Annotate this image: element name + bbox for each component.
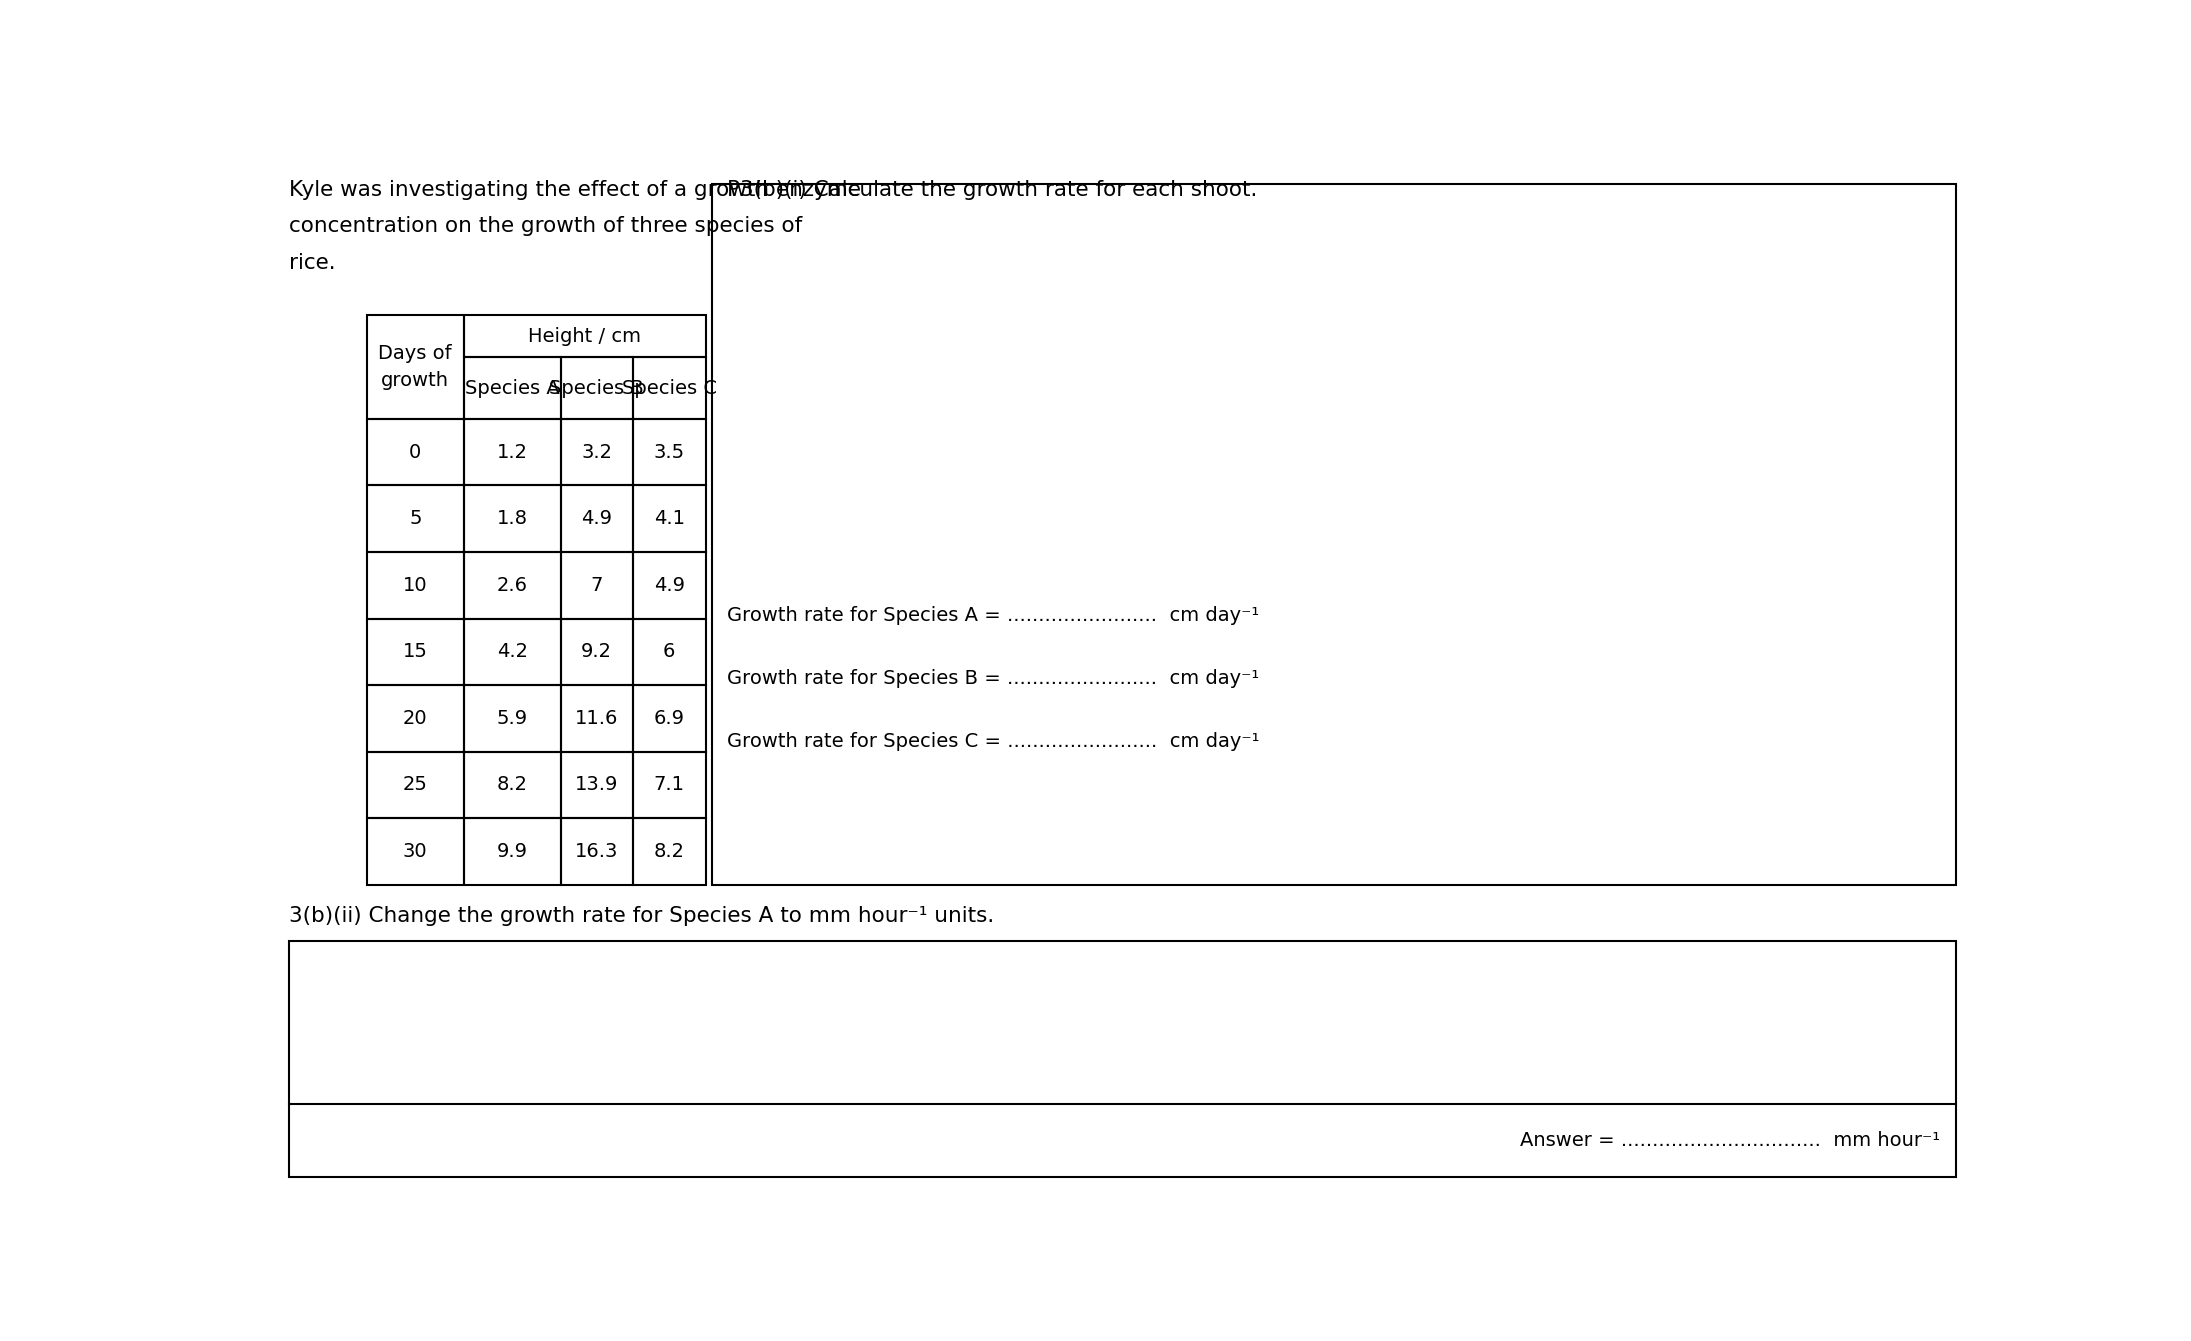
- Text: 5: 5: [410, 510, 421, 528]
- Text: Kyle was investigating the effect of a growth enzyme: Kyle was investigating the effect of a g…: [289, 180, 861, 200]
- Text: concentration on the growth of three species of: concentration on the growth of three spe…: [289, 216, 802, 236]
- Text: Species B: Species B: [550, 378, 644, 397]
- Bar: [561, 552, 633, 618]
- Text: 6.9: 6.9: [653, 709, 684, 728]
- Bar: [289, 941, 1957, 1177]
- Text: 9.2: 9.2: [581, 642, 611, 661]
- Bar: [366, 818, 464, 885]
- Text: Answer = ................................  mm hour⁻¹: Answer = ...............................…: [1521, 1132, 1939, 1151]
- Text: 16.3: 16.3: [574, 842, 618, 861]
- Bar: [561, 485, 633, 552]
- Text: Growth rate for Species B = ........................  cm day⁻¹: Growth rate for Species B = ............…: [727, 669, 1260, 688]
- Text: Species C: Species C: [622, 378, 716, 397]
- Text: 3(b)(ii) Change the growth rate for Species A to mm hour⁻¹ units.: 3(b)(ii) Change the growth rate for Spec…: [289, 907, 995, 927]
- Bar: [366, 552, 464, 618]
- Bar: [633, 485, 706, 552]
- Bar: [366, 618, 464, 685]
- Text: rice.: rice.: [289, 252, 335, 272]
- Bar: [561, 818, 633, 885]
- Bar: [633, 685, 706, 751]
- Text: 30: 30: [403, 842, 427, 861]
- Bar: [633, 618, 706, 685]
- Bar: [561, 751, 633, 818]
- Text: 8.2: 8.2: [653, 842, 684, 861]
- Text: 13.9: 13.9: [574, 775, 618, 794]
- Text: 10: 10: [403, 575, 427, 595]
- Bar: [633, 418, 706, 485]
- Text: Days of
growth: Days of growth: [379, 345, 451, 390]
- Text: 3.2: 3.2: [581, 443, 611, 461]
- Bar: [464, 418, 561, 485]
- Text: 5.9: 5.9: [497, 709, 528, 728]
- Bar: [366, 485, 464, 552]
- Bar: [366, 751, 464, 818]
- Text: 7.1: 7.1: [653, 775, 684, 794]
- Text: Species A: Species A: [464, 378, 559, 397]
- Bar: [464, 552, 561, 618]
- Bar: [561, 418, 633, 485]
- Text: 3.5: 3.5: [653, 443, 684, 461]
- Text: 4.1: 4.1: [653, 510, 684, 528]
- Bar: [561, 618, 633, 685]
- Bar: [464, 485, 561, 552]
- Text: 4.9: 4.9: [653, 575, 684, 595]
- Text: 1.8: 1.8: [497, 510, 528, 528]
- Text: Growth rate for Species C = ........................  cm day⁻¹: Growth rate for Species C = ............…: [727, 732, 1260, 751]
- Text: P3(b)(i) Calculate the growth rate for each shoot.: P3(b)(i) Calculate the growth rate for e…: [727, 180, 1258, 200]
- Text: 0: 0: [410, 443, 421, 461]
- Bar: [464, 751, 561, 818]
- Text: Growth rate for Species A = ........................  cm day⁻¹: Growth rate for Species A = ............…: [727, 606, 1260, 625]
- Text: 11.6: 11.6: [574, 709, 618, 728]
- Text: 4.2: 4.2: [497, 642, 528, 661]
- Bar: [464, 357, 561, 418]
- Bar: [561, 685, 633, 751]
- Text: 1.2: 1.2: [497, 443, 528, 461]
- Bar: [633, 818, 706, 885]
- Text: Height / cm: Height / cm: [528, 327, 642, 346]
- Bar: [561, 357, 633, 418]
- Text: 4.9: 4.9: [581, 510, 611, 528]
- Bar: [366, 315, 464, 418]
- Text: 6: 6: [664, 642, 675, 661]
- Bar: [366, 685, 464, 751]
- Text: 2.6: 2.6: [497, 575, 528, 595]
- Text: 9.9: 9.9: [497, 842, 528, 861]
- Bar: [366, 418, 464, 485]
- Text: 20: 20: [403, 709, 427, 728]
- Text: 8.2: 8.2: [497, 775, 528, 794]
- Bar: [464, 618, 561, 685]
- Bar: [633, 751, 706, 818]
- Bar: [464, 315, 706, 357]
- Text: 7: 7: [592, 575, 603, 595]
- Bar: [464, 685, 561, 751]
- Text: 25: 25: [403, 775, 427, 794]
- Bar: [712, 184, 1957, 885]
- Bar: [633, 552, 706, 618]
- Bar: [633, 357, 706, 418]
- Bar: [464, 818, 561, 885]
- Text: 15: 15: [403, 642, 427, 661]
